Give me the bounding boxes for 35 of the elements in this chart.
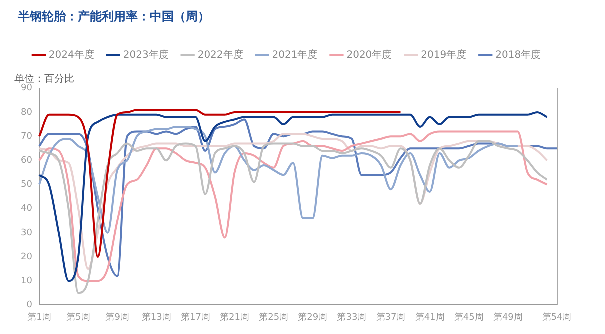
x-tick-label: 第21周: [220, 312, 250, 323]
x-tick-label: 第25周: [259, 312, 289, 323]
line-series: [38, 126, 519, 234]
y-tick-label: 0: [26, 300, 33, 311]
y-axis-title: 单位：百分比: [14, 72, 74, 85]
x-tick-label: 第49周: [493, 312, 523, 323]
x-tick-label: 第1周: [28, 312, 52, 323]
legend-label: 2020年度: [346, 48, 392, 61]
legend-label: 2023年度: [123, 48, 169, 61]
y-tick-label: 50: [21, 180, 33, 190]
y-tick-label: 20: [21, 252, 33, 262]
x-tick-label: 第41周: [415, 312, 445, 323]
y-tick-label: 90: [21, 84, 33, 94]
y-tick-label: 70: [21, 132, 33, 142]
legend-label: 2024年度: [48, 48, 94, 61]
chart-title: 半钢轮胎：产能利用率：中国（周）: [17, 9, 210, 24]
y-tick-label: 40: [21, 204, 33, 214]
x-tick-label: 第54周: [542, 312, 572, 323]
x-tick-label: 第45周: [454, 312, 484, 323]
y-tick-label: 30: [21, 228, 33, 238]
x-tick-label: 第13周: [142, 312, 172, 323]
x-tick-label: 第9周: [106, 312, 130, 323]
x-tick-label: 第5周: [66, 312, 90, 323]
legend-label: 2018年度: [496, 48, 542, 61]
legend-label: 2021年度: [272, 48, 318, 61]
y-tick-label: 60: [21, 156, 33, 166]
y-tick-label: 10: [21, 276, 33, 286]
x-tick-label: 第33周: [337, 312, 367, 323]
line-series: [38, 109, 402, 258]
x-tick-label: 第17周: [180, 312, 210, 323]
legend-label: 2019年度: [421, 48, 467, 61]
legend-label: 2022年度: [198, 48, 244, 61]
y-tick-label: 80: [21, 108, 33, 118]
x-tick-label: 第29周: [298, 312, 328, 323]
x-tick-label: 第37周: [376, 312, 406, 323]
